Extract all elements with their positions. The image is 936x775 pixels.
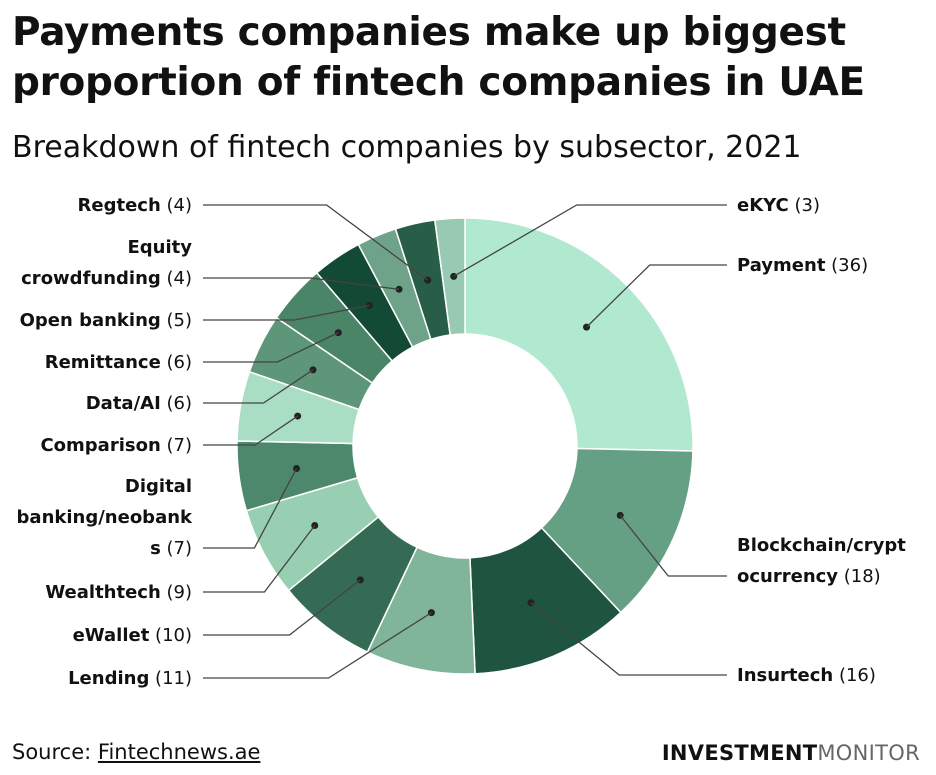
leader-line-equity-crowdfunding <box>203 277 400 290</box>
leader-line-comparison <box>203 415 299 446</box>
label-name: Insurtech <box>737 665 833 686</box>
source-prefix: Source: <box>12 740 98 764</box>
leader-line-wealthtech <box>203 525 316 593</box>
source-note: Source: Fintechnews.ae <box>12 740 260 764</box>
chart-subtitle: Breakdown of fintech companies by subsec… <box>12 130 802 165</box>
donut-chart: Payment (36) Blockchain/crypt ocurrency (1… <box>17 195 907 689</box>
leader-line-ewallet <box>203 579 361 636</box>
label-value: (7) <box>161 538 192 559</box>
label-insurtech: Insurtech (16) <box>737 665 876 686</box>
logo-word-monitor: MONITOR <box>817 741 920 765</box>
label-name: Blockchain/crypt <box>737 535 906 556</box>
label-value: (4) <box>161 195 192 216</box>
label-digital-banking-neobanks: Digital banking/neobank s (7) <box>17 476 193 559</box>
label-name: banking/neobank <box>17 507 193 528</box>
label-wealthtech: Wealthtech (9) <box>45 582 192 603</box>
leader-line-payment <box>586 264 727 328</box>
label-open-banking: Open banking (5) <box>20 310 192 331</box>
label-name: Payment <box>737 255 826 276</box>
chart-title: Payments companies make up biggest propo… <box>12 10 865 105</box>
leader-line-lending <box>203 612 432 679</box>
label-value: (5) <box>161 310 192 331</box>
label-value: (4) <box>161 268 192 289</box>
label-name: Open banking <box>20 310 161 331</box>
leader-line-open-banking <box>203 304 370 321</box>
label-ekyc: eKYC (3) <box>737 195 820 216</box>
leader-line-ekyc <box>453 204 727 277</box>
leader-line-digital-banking-neobanks <box>203 468 298 549</box>
slice-labels: Payment (36) Blockchain/crypt ocurrency (1… <box>17 195 907 689</box>
label-regtech: Regtech (4) <box>78 195 192 216</box>
label-value: (9) <box>161 582 192 603</box>
label-value: (18) <box>838 566 881 587</box>
publisher-logo: INVESTMENTMONITOR <box>662 741 920 765</box>
logo-word-investment: INVESTMENT <box>661 741 818 765</box>
label-name: Wealthtech <box>45 582 160 603</box>
label-name: s <box>150 538 161 559</box>
label-name: Digital <box>125 476 192 497</box>
label-name: crowdfunding <box>21 268 161 289</box>
label-name: ocurrency <box>737 566 838 587</box>
leader-line-data-ai <box>203 369 314 404</box>
label-name: Lending <box>68 668 149 689</box>
label-value: (11) <box>149 668 192 689</box>
label-data-ai: Data/AI (6) <box>86 393 192 414</box>
label-name: Data/AI <box>86 393 161 414</box>
label-name: Equity <box>127 237 192 258</box>
label-comparison: Comparison (7) <box>40 435 192 456</box>
label-value: (7) <box>161 435 192 456</box>
label-name: Regtech <box>78 195 161 216</box>
label-ewallet: eWallet (10) <box>73 625 192 646</box>
source-link[interactable]: Fintechnews.ae <box>97 740 261 764</box>
donut-slices <box>236 217 694 675</box>
label-value: (6) <box>161 393 192 414</box>
leader-line-remittance <box>203 332 339 363</box>
label-equity-crowdfunding: Equity crowdfunding (4) <box>21 237 192 289</box>
label-name: eKYC <box>737 195 789 216</box>
label-blockchain-cryptocurrency: Blockchain/crypt ocurrency (18) <box>737 535 906 587</box>
label-name: Remittance <box>45 352 161 373</box>
label-value: (36) <box>825 255 868 276</box>
label-name: Comparison <box>40 435 160 456</box>
label-remittance: Remittance (6) <box>45 352 192 373</box>
slice-ekyc <box>433 217 466 336</box>
label-leader-lines <box>203 204 727 679</box>
leader-line-regtech <box>203 204 429 281</box>
leader-line-insurtech <box>530 602 727 676</box>
label-value: (16) <box>833 665 876 686</box>
leader-line-blockchain-cryptocurrency <box>619 514 727 577</box>
label-payment: Payment (36) <box>737 255 868 276</box>
slice-payment <box>464 217 694 452</box>
label-name: eWallet <box>73 625 150 646</box>
label-lending: Lending (11) <box>68 668 192 689</box>
label-value: (6) <box>161 352 192 373</box>
label-value: (3) <box>789 195 820 216</box>
label-value: (10) <box>149 625 192 646</box>
